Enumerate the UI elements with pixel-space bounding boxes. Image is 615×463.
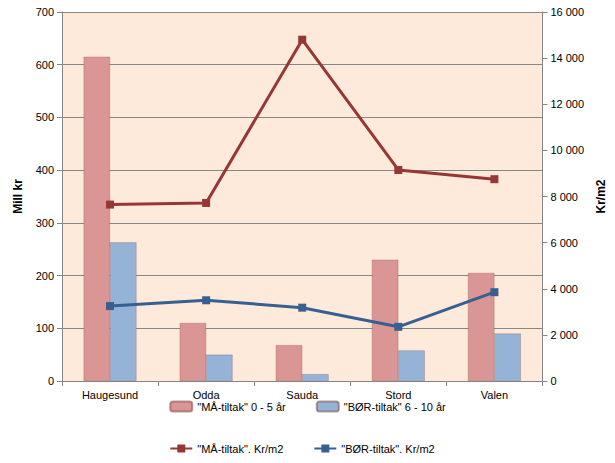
svg-text:Stord: Stord — [385, 389, 411, 401]
svg-text:8 000: 8 000 — [550, 191, 578, 203]
svg-text:"MÅ-tiltak". Kr/m2: "MÅ-tiltak". Kr/m2 — [197, 443, 283, 455]
svg-text:Mill kr: Mill kr — [11, 179, 25, 214]
svg-text:600: 600 — [36, 59, 54, 71]
svg-text:6 000: 6 000 — [550, 237, 578, 249]
svg-text:0: 0 — [550, 375, 556, 387]
svg-text:4 000: 4 000 — [550, 283, 578, 295]
svg-text:Sauda: Sauda — [286, 389, 319, 401]
svg-text:0: 0 — [48, 375, 54, 387]
svg-text:100: 100 — [36, 322, 54, 334]
svg-text:"MÅ-tiltak" 0 - 5 år: "MÅ-tiltak" 0 - 5 år — [197, 401, 286, 413]
svg-text:"BØR-tiltak" 6 - 10 år: "BØR-tiltak" 6 - 10 år — [344, 401, 446, 413]
svg-text:12 000: 12 000 — [550, 98, 584, 110]
svg-text:Kr/m2: Kr/m2 — [594, 179, 608, 213]
svg-text:"BØR-tiltak". Kr/m2: "BØR-tiltak". Kr/m2 — [341, 443, 434, 455]
svg-text:700: 700 — [36, 6, 54, 18]
svg-text:300: 300 — [36, 217, 54, 229]
svg-text:16 000: 16 000 — [550, 6, 584, 18]
svg-text:14 000: 14 000 — [550, 52, 584, 64]
svg-text:500: 500 — [36, 111, 54, 123]
svg-text:2 000: 2 000 — [550, 329, 578, 341]
svg-text:200: 200 — [36, 270, 54, 282]
svg-text:Valen: Valen — [481, 389, 508, 401]
svg-text:Odda: Odda — [193, 389, 221, 401]
svg-text:10 000: 10 000 — [550, 144, 584, 156]
svg-text:Haugesund: Haugesund — [82, 389, 138, 401]
svg-text:400: 400 — [36, 164, 54, 176]
